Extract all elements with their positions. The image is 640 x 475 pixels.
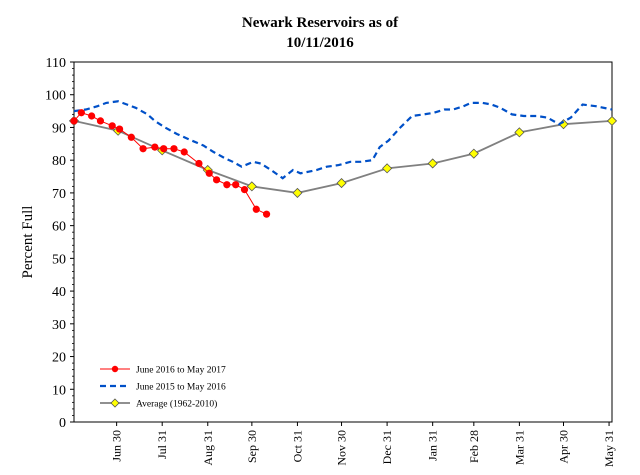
x-tick-label: Jun 30 bbox=[110, 430, 124, 462]
y-axis-title: Percent Full bbox=[20, 206, 36, 279]
legend-marker-2016 bbox=[111, 365, 119, 373]
data-point-2016 bbox=[96, 117, 105, 125]
chart-subtitle: 10/11/2016 bbox=[286, 35, 354, 51]
data-point-2016 bbox=[151, 143, 159, 151]
average-point bbox=[468, 148, 479, 159]
legend-label: Average (1962-2010) bbox=[136, 399, 217, 410]
average-point bbox=[246, 181, 257, 192]
y-tick-label: 30 bbox=[52, 318, 66, 333]
chart-title: Newark Reservoirs as of bbox=[242, 15, 399, 31]
x-tick-label: Nov 30 bbox=[335, 430, 349, 466]
data-point-2016 bbox=[139, 145, 147, 153]
x-tick-label: Jul 31 bbox=[155, 430, 169, 459]
data-point-2016 bbox=[262, 210, 271, 218]
y-tick-label: 80 bbox=[52, 154, 66, 169]
legend-label: June 2015 to May 2016 bbox=[136, 383, 226, 393]
data-point-2016 bbox=[205, 169, 213, 177]
y-tick-label: 100 bbox=[45, 89, 66, 104]
average-point bbox=[514, 127, 525, 138]
y-tick-label: 110 bbox=[46, 56, 66, 71]
data-point-2016 bbox=[88, 112, 96, 120]
average-point bbox=[382, 163, 393, 174]
y-tick-label: 10 bbox=[52, 383, 66, 398]
data-point-2016 bbox=[232, 181, 240, 189]
y-tick-label: 60 bbox=[52, 220, 66, 235]
y-tick-label: 70 bbox=[52, 187, 66, 202]
x-tick-label: Dec 31 bbox=[380, 430, 394, 464]
data-point-2016 bbox=[240, 186, 249, 194]
series-line-2015 bbox=[73, 100, 613, 180]
y-tick-label: 0 bbox=[59, 416, 66, 431]
x-tick-label: Aug 31 bbox=[201, 430, 215, 466]
x-tick-label: Feb 28 bbox=[467, 430, 481, 463]
y-tick-label: 20 bbox=[52, 351, 66, 366]
average-point bbox=[427, 158, 438, 169]
data-point-2016 bbox=[252, 205, 260, 213]
legend-marker-average bbox=[110, 398, 120, 408]
x-tick-label: Mar 31 bbox=[512, 430, 526, 465]
data-point-2016 bbox=[212, 176, 221, 184]
plot-area: 0 10 20 30 40 50 60 70 80 90 100 110 Jun 30 Jul 31 Aug… bbox=[45, 56, 618, 467]
average-point bbox=[606, 115, 618, 126]
average-point bbox=[336, 178, 347, 189]
data-point-2016 bbox=[195, 159, 203, 168]
data-point-2016 bbox=[115, 125, 124, 133]
x-tick-label: Jan 31 bbox=[426, 430, 440, 461]
data-point-2016 bbox=[180, 148, 188, 156]
x-tick-label: May 31 bbox=[602, 430, 616, 467]
data-point-2016 bbox=[160, 145, 168, 153]
data-point-2016 bbox=[223, 181, 231, 189]
data-point-2016 bbox=[70, 117, 78, 125]
y-tick-label: 40 bbox=[52, 285, 66, 300]
plot-frame bbox=[73, 61, 613, 423]
data-point-2016 bbox=[170, 145, 178, 153]
x-tick-label: Apr 30 bbox=[556, 430, 570, 464]
legend: June 2016 to May 2017 June 2015 to May 20… bbox=[100, 366, 226, 410]
data-point-2016 bbox=[127, 133, 135, 141]
data-point-2016 bbox=[108, 122, 116, 130]
legend-label: June 2016 to May 2017 bbox=[136, 366, 226, 376]
x-tick-label: Oct 31 bbox=[290, 430, 304, 462]
y-tick-label: 50 bbox=[52, 252, 66, 267]
data-point-2016 bbox=[77, 109, 85, 117]
y-tick-label: 90 bbox=[52, 121, 66, 136]
x-tick-label: Sep 30 bbox=[245, 430, 259, 463]
average-point bbox=[292, 187, 303, 198]
